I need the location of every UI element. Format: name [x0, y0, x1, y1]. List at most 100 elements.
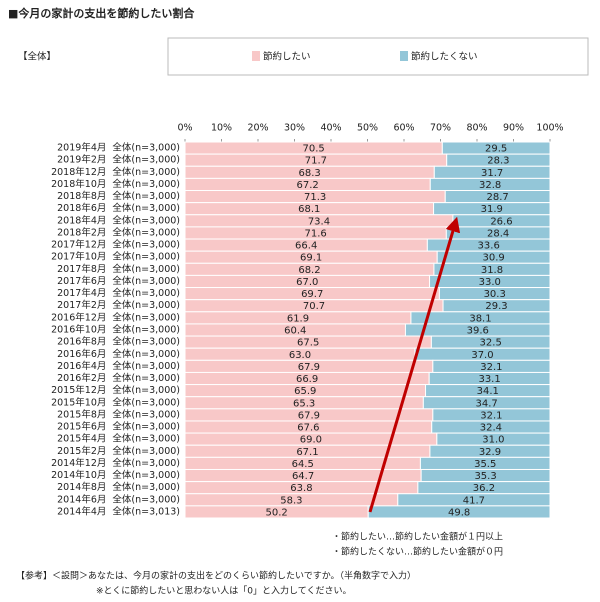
value-label: 32.1 — [480, 410, 502, 421]
value-label: 58.3 — [280, 495, 302, 506]
note: ・節約したい…節約したい金額が１円以上 — [332, 531, 503, 543]
value-label: 32.8 — [479, 180, 501, 191]
y-tick-label: 2019年2月 全体(n=3,000) — [57, 154, 180, 166]
value-label: 33.0 — [479, 277, 501, 288]
value-label: 68.1 — [298, 204, 320, 215]
value-label: 34.1 — [477, 386, 499, 397]
value-label: 26.6 — [490, 216, 512, 227]
value-label: 33.6 — [478, 241, 500, 252]
value-label: 28.3 — [487, 156, 509, 167]
y-tick-label: 2016年10月 全体(n=3,000) — [51, 324, 180, 336]
y-tick-label: 2015年2月 全体(n=3,000) — [57, 445, 180, 457]
value-label: 65.3 — [293, 398, 315, 409]
value-label: 32.5 — [480, 338, 502, 349]
legend-swatch — [400, 51, 408, 61]
y-tick-label: 2019年4月 全体(n=3,000) — [57, 142, 180, 154]
value-label: 61.9 — [287, 313, 309, 324]
x-tick-label: 0% — [177, 123, 192, 134]
value-label: 71.7 — [305, 156, 327, 167]
y-tick-label: 2014年12月 全体(n=3,000) — [51, 457, 180, 469]
y-tick-label: 2017年10月 全体(n=3,000) — [51, 251, 180, 263]
x-tick-label: 30% — [284, 123, 305, 134]
value-label: 68.3 — [299, 168, 321, 179]
value-label: 67.2 — [297, 180, 319, 191]
value-label: 31.9 — [481, 204, 503, 215]
value-label: 32.1 — [480, 362, 502, 373]
y-tick-label: 2017年2月 全体(n=3,000) — [57, 299, 180, 311]
value-label: 64.5 — [292, 459, 314, 470]
value-label: 31.0 — [482, 435, 504, 446]
value-label: 70.5 — [303, 144, 325, 155]
y-tick-label: 2016年12月 全体(n=3,000) — [51, 311, 180, 323]
note: ・節約したくない…節約したい金額が０円 — [332, 546, 503, 558]
bar-segment — [367, 505, 551, 519]
x-tick-label: 50% — [357, 123, 378, 134]
y-tick-label: 2015年10月 全体(n=3,000) — [51, 396, 180, 408]
value-label: 35.5 — [474, 459, 496, 470]
y-tick-label: 2017年12月 全体(n=3,000) — [51, 239, 180, 251]
y-tick-label: 2016年2月 全体(n=3,000) — [57, 372, 180, 384]
y-tick-label: 2018年6月 全体(n=3,000) — [57, 202, 180, 214]
value-label: 66.4 — [295, 241, 317, 252]
value-label: 32.4 — [480, 423, 502, 434]
value-label: 33.1 — [478, 374, 500, 385]
y-tick-label: 2018年4月 全体(n=3,000) — [57, 214, 180, 226]
y-tick-label: 2015年12月 全体(n=3,000) — [51, 384, 180, 396]
value-label: 49.8 — [448, 507, 470, 518]
y-tick-label: 2016年8月 全体(n=3,000) — [57, 336, 180, 348]
value-label: 39.6 — [467, 326, 489, 337]
x-tick-label: 40% — [320, 123, 341, 134]
value-label: 67.9 — [298, 362, 320, 373]
value-label: 63.0 — [289, 350, 311, 361]
legend-label: 節約したい — [263, 51, 311, 63]
trend-arrow — [368, 216, 461, 513]
value-label: 71.3 — [304, 192, 326, 203]
y-tick-label: 2014年4月 全体(n=3,013) — [57, 505, 180, 517]
footnote: ※とくに節約したいと思わない人は「0」と入力してください。 — [96, 585, 351, 597]
legend-box — [167, 37, 589, 76]
y-tick-label: 2015年6月 全体(n=3,000) — [57, 421, 180, 433]
value-label: 31.7 — [481, 168, 503, 179]
value-label: 35.3 — [474, 471, 496, 482]
value-label: 29.3 — [485, 301, 507, 312]
y-tick-label: 2016年6月 全体(n=3,000) — [57, 348, 180, 360]
value-label: 29.5 — [485, 144, 507, 155]
y-tick-label: 2015年4月 全体(n=3,000) — [57, 433, 180, 445]
y-tick-label: 2017年6月 全体(n=3,000) — [57, 275, 180, 287]
value-label: 73.4 — [308, 216, 330, 227]
y-tick-label: 2014年10月 全体(n=3,000) — [51, 469, 180, 481]
subtitle: 【全体】 — [18, 51, 56, 63]
y-tick-label: 2018年10月 全体(n=3,000) — [51, 178, 180, 190]
value-label: 64.7 — [292, 471, 314, 482]
y-tick-label: 2017年8月 全体(n=3,000) — [57, 263, 180, 275]
x-tick-label: 80% — [466, 123, 487, 134]
value-label: 30.3 — [484, 289, 506, 300]
x-tick-label: 60% — [393, 123, 414, 134]
value-label: 38.1 — [469, 313, 491, 324]
value-label: 66.9 — [296, 374, 318, 385]
value-label: 70.7 — [303, 301, 325, 312]
value-label: 67.1 — [296, 447, 318, 458]
chart-title: ■今月の家計の支出を節約したい割合 — [8, 6, 195, 20]
y-tick-label: 2014年6月 全体(n=3,000) — [57, 493, 180, 505]
value-label: 30.9 — [482, 253, 504, 264]
value-label: 32.9 — [479, 447, 501, 458]
legend-label: 節約したくない — [411, 51, 478, 63]
y-tick-label: 2018年8月 全体(n=3,000) — [57, 190, 180, 202]
value-label: 69.7 — [301, 289, 323, 300]
value-label: 68.2 — [298, 265, 320, 276]
y-tick-label: 2018年2月 全体(n=3,000) — [57, 226, 180, 238]
value-label: 60.4 — [284, 326, 306, 337]
value-label: 34.7 — [476, 398, 498, 409]
x-tick-label: 100% — [536, 123, 563, 134]
x-tick-label: 70% — [430, 123, 451, 134]
value-label: 65.9 — [294, 386, 316, 397]
value-label: 67.0 — [296, 277, 318, 288]
legend-swatch — [252, 51, 260, 61]
value-label: 67.5 — [297, 338, 319, 349]
value-label: 28.4 — [487, 228, 509, 239]
value-label: 50.2 — [265, 507, 287, 518]
y-tick-label: 2017年4月 全体(n=3,000) — [57, 287, 180, 299]
x-tick-label: 20% — [247, 123, 268, 134]
